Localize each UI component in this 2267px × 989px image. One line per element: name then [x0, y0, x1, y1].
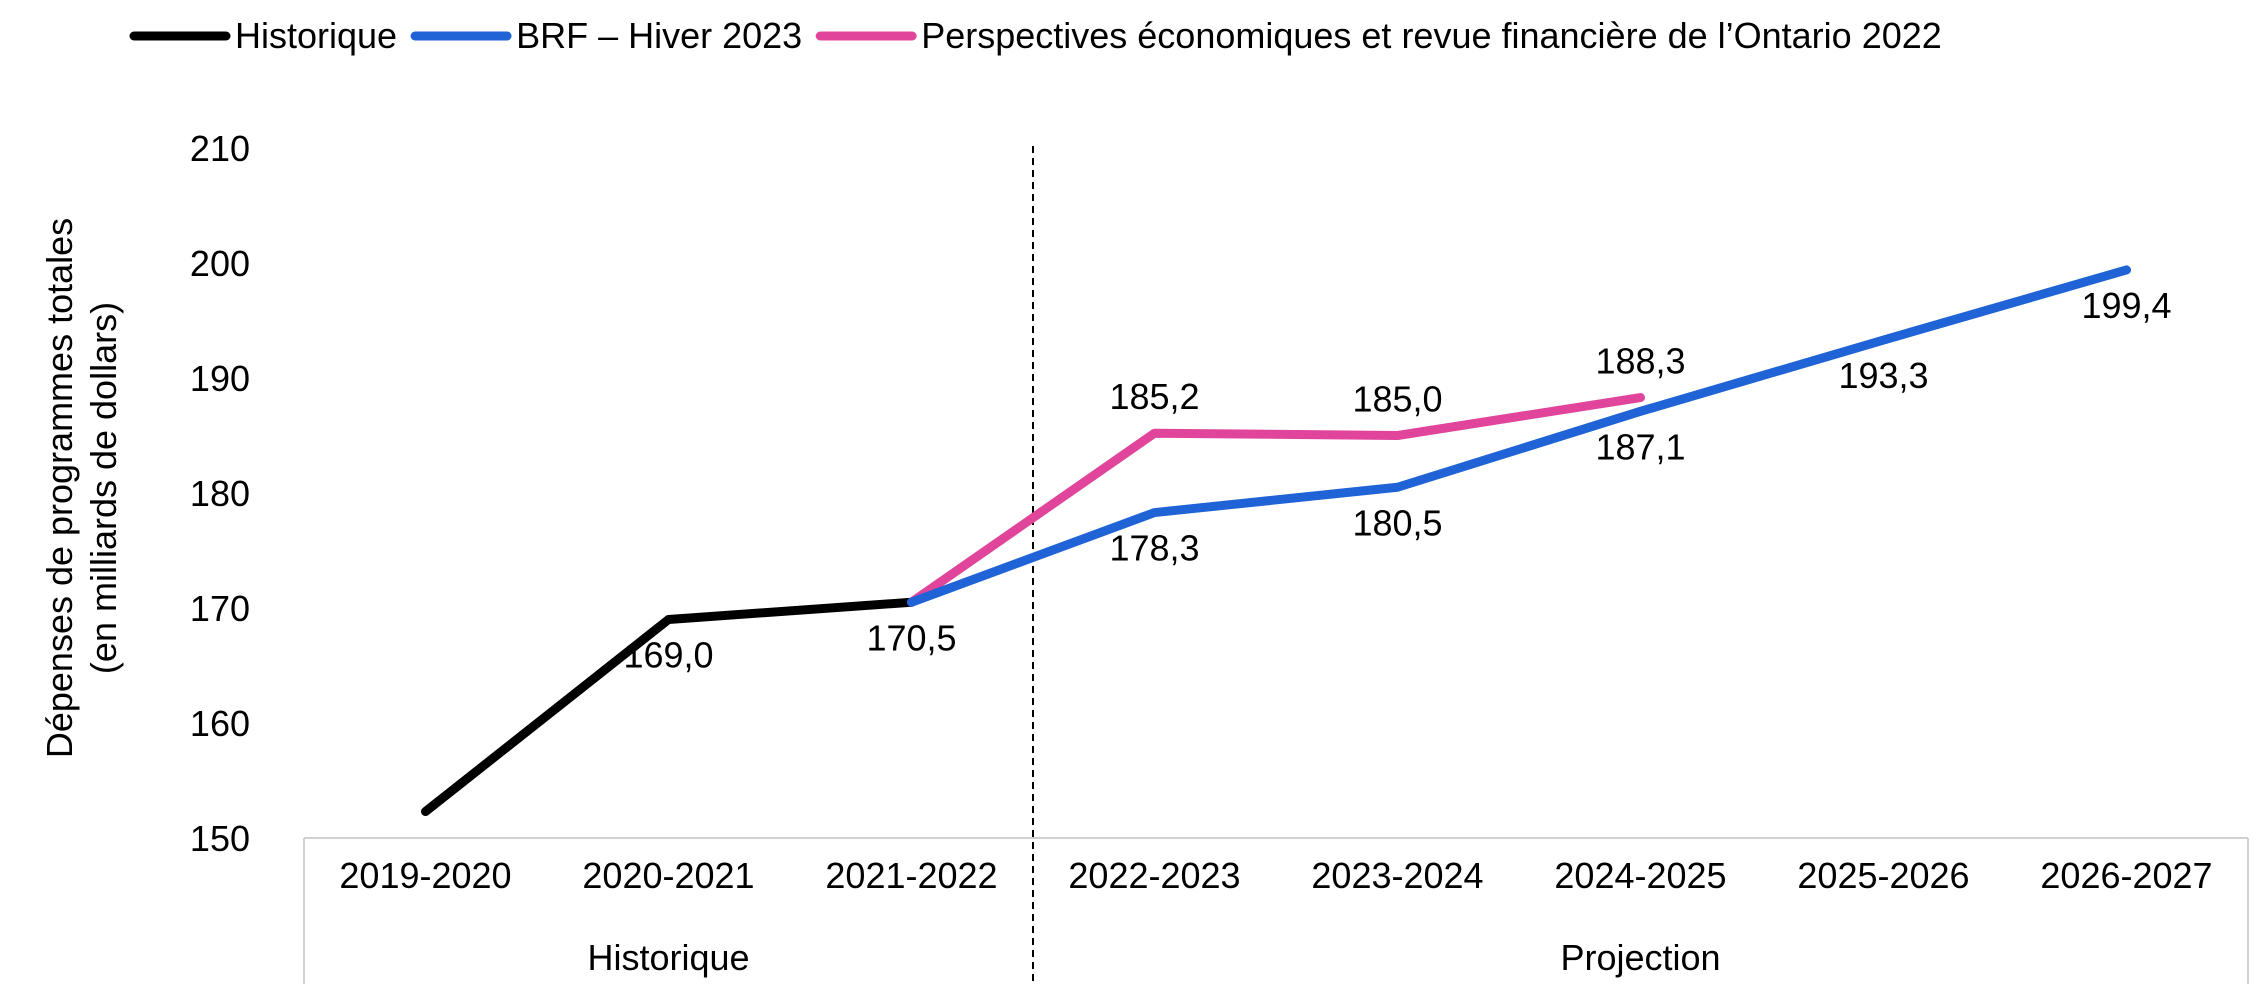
y-tick-label: 170 [190, 588, 250, 629]
data-label: 187,1 [1595, 426, 1685, 467]
data-point [1640, 397, 1641, 399]
data-point [1154, 432, 1155, 434]
y-tick-label: 210 [190, 128, 250, 169]
legend-label: BRF – Hiver 2023 [516, 15, 802, 56]
legend-item-brf-hiver-2023: BRF – Hiver 2023 [410, 15, 802, 56]
data-label: 199,4 [2081, 285, 2171, 326]
x-tick-label: 2021-2022 [825, 855, 997, 896]
legend-item-historique: Historique [129, 15, 397, 56]
data-point [1154, 512, 1155, 514]
data-label: 180,5 [1352, 502, 1442, 543]
data-point [1883, 339, 1884, 341]
data-point [1397, 435, 1398, 436]
x-group-label-projection: Projection [1560, 937, 1720, 978]
y-tick-label: 160 [190, 703, 250, 744]
x-tick-label: 2026-2027 [2040, 855, 2212, 896]
y-axis-title: Dépenses de programmes totales (en millia… [39, 218, 124, 758]
x-axis: 2019-2020 2020-2021 2021-2022 2022-2023 2023… [303, 146, 2249, 984]
series-line [907, 265, 2131, 607]
x-tick-label: 2023-2024 [1311, 855, 1483, 896]
series-brf-hiver-2023 [907, 265, 2131, 607]
legend: Historique BRF – Hiver 2023 Perspectives é… [129, 15, 1942, 56]
x-tick-label: 2025-2026 [1797, 855, 1969, 896]
data-label: 169,0 [623, 635, 713, 676]
data-point [425, 811, 426, 813]
legend-label: Perspectives économiques et revue financ… [921, 15, 1942, 56]
series-line [907, 393, 1645, 607]
legend-label: Historique [235, 15, 397, 56]
data-label: 185,0 [1352, 379, 1442, 420]
x-tick-label: 2022-2023 [1068, 855, 1240, 896]
data-point [1397, 486, 1398, 488]
y-tick-label: 190 [190, 358, 250, 399]
data-point [911, 601, 912, 603]
y-tick-label: 200 [190, 243, 250, 284]
data-label: 188,3 [1595, 341, 1685, 382]
data-labels: 169,0 170,5 178,3 180,5 187,1 193,3 199,4 185,2… [623, 285, 2171, 676]
data-point [2126, 269, 2127, 271]
y-axis-title-line-2: (en milliards de dollars) [83, 302, 124, 674]
data-label: 170,5 [866, 617, 956, 658]
x-tick-label: 2019-2020 [339, 855, 511, 896]
x-tick-label: 2024-2025 [1554, 855, 1726, 896]
data-label: 193,3 [1838, 355, 1928, 396]
y-tick-label: 150 [190, 818, 250, 859]
data-point [668, 619, 669, 620]
y-axis: 150 160 170 180 190 200 210 [190, 128, 250, 859]
data-point [1640, 410, 1641, 412]
y-axis-title-line-1: Dépenses de programmes totales [39, 218, 80, 758]
plot-area [421, 265, 2131, 817]
data-label: 185,2 [1109, 376, 1199, 417]
data-label: 178,3 [1109, 528, 1199, 569]
y-tick-label: 180 [190, 473, 250, 514]
series-historique [421, 597, 916, 817]
legend-item-perspectives-economiques-et-revue-financiere-de-l-ontario-2022: Perspectives économiques et revue financ… [815, 15, 1942, 56]
x-group-label-historique: Historique [587, 937, 749, 978]
x-tick-label: 2020-2021 [582, 855, 754, 896]
